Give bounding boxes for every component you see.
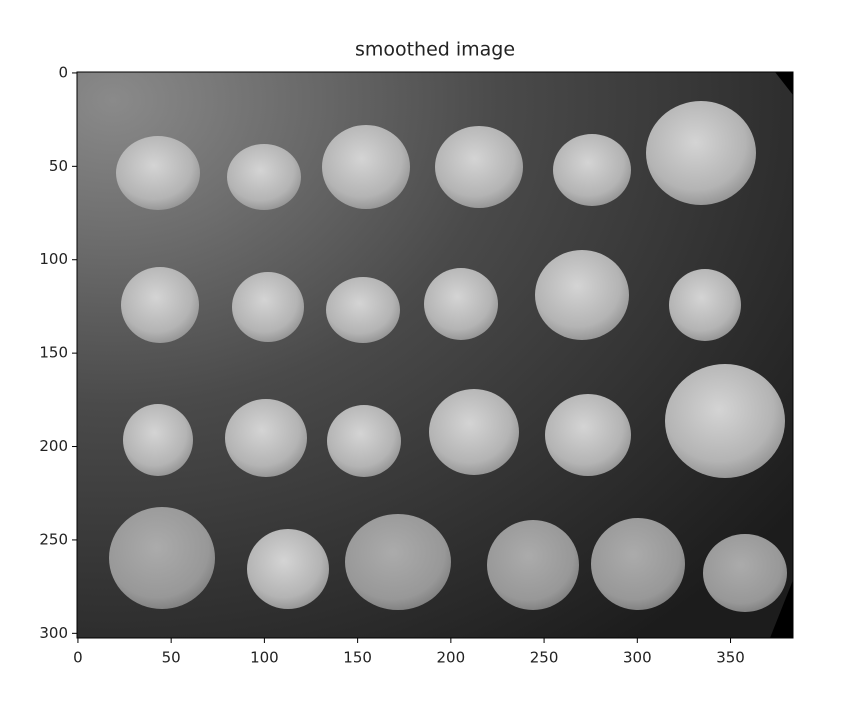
x-tick-label: 300 <box>623 649 652 667</box>
image <box>77 72 793 638</box>
coin <box>247 529 329 609</box>
coin <box>109 507 215 609</box>
coin <box>326 277 400 343</box>
x-tick-label: 150 <box>343 649 372 667</box>
coin <box>429 389 519 475</box>
x-tick-label: 0 <box>73 649 83 667</box>
coin <box>327 405 401 477</box>
coin <box>424 268 498 340</box>
coin <box>669 269 741 341</box>
x-tick-label: 100 <box>250 649 279 667</box>
coin <box>232 272 304 342</box>
coin <box>665 364 785 478</box>
axes-frame <box>76 71 794 639</box>
y-tick-label: 50 <box>49 157 68 175</box>
x-tick-label: 200 <box>437 649 466 667</box>
y-tick-label: 100 <box>39 250 68 268</box>
x-tick-label: 350 <box>716 649 745 667</box>
coin <box>435 126 523 208</box>
y-tick-label: 0 <box>58 63 68 81</box>
coin <box>703 534 787 612</box>
coin <box>535 250 629 340</box>
coin <box>116 136 200 210</box>
coin <box>646 101 756 205</box>
coin <box>345 514 451 610</box>
x-tick-label: 50 <box>162 649 181 667</box>
chart-title: smoothed image <box>355 39 515 61</box>
coin <box>553 134 631 206</box>
y-tick-label: 250 <box>39 530 68 548</box>
coin <box>487 520 579 610</box>
coin <box>545 394 631 476</box>
coin <box>123 404 193 476</box>
coin <box>591 518 685 610</box>
coin <box>121 267 199 343</box>
image-corner <box>770 580 793 638</box>
coin <box>227 144 301 210</box>
y-tick-label: 300 <box>39 624 68 642</box>
coin <box>322 125 410 209</box>
coin <box>225 399 307 477</box>
y-tick-label: 150 <box>39 344 68 362</box>
image-corner <box>775 72 793 95</box>
coins <box>109 101 787 612</box>
x-tick-label: 250 <box>530 649 559 667</box>
y-tick-label: 200 <box>39 437 68 455</box>
